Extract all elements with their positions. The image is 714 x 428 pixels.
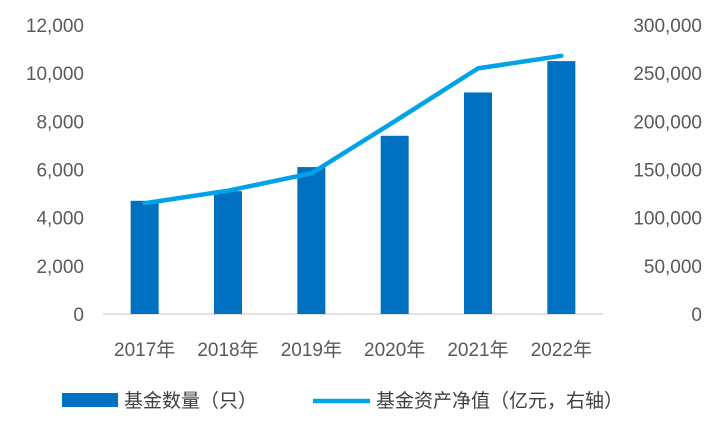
y-left-tick-label: 2,000	[36, 257, 84, 278]
y-right-tick-label: 200,000	[633, 112, 702, 133]
y-left-tick-label: 0	[73, 305, 84, 326]
y-left-tick-label: 12,000	[26, 16, 84, 37]
series-line	[145, 56, 562, 203]
x-tick-label: 2018年	[197, 339, 258, 361]
x-tick-label: 2020年	[364, 339, 425, 361]
bar	[547, 61, 575, 314]
legend-bar-label: 基金数量（只）	[124, 390, 257, 412]
y-left-tick-label: 6,000	[36, 161, 84, 182]
x-tick-label: 2019年	[281, 339, 342, 361]
x-tick-label: 2021年	[447, 339, 508, 361]
y-right-tick-label: 300,000	[633, 16, 702, 37]
legend-line-label: 基金资产净值（亿元，右轴）	[376, 390, 623, 412]
y-right-tick-label: 250,000	[633, 64, 702, 85]
legend: 基金数量（只） 基金资产净值（亿元，右轴）	[62, 390, 623, 412]
legend-bar-swatch	[62, 393, 118, 407]
axes-layer: 0 2,000 4,000 6,000 8,000 10,000 12,000 0 50,000…	[26, 16, 702, 361]
bars-layer	[131, 61, 576, 314]
y-left-tick-label: 10,000	[26, 64, 84, 85]
bar	[464, 92, 492, 314]
y-left-tick-label: 4,000	[36, 209, 84, 230]
bar	[297, 167, 325, 314]
bar	[131, 201, 159, 314]
y-right-tick-label: 100,000	[633, 209, 702, 230]
y-right-tick-label: 50,000	[644, 257, 702, 278]
y-left-tick-label: 8,000	[36, 112, 84, 133]
y-right-tick-label: 0	[691, 305, 702, 326]
x-tick-label: 2022年	[531, 339, 592, 361]
y-right-tick-label: 150,000	[633, 161, 702, 182]
line-layer	[145, 56, 562, 204]
bar	[214, 191, 242, 314]
x-tick-label: 2017年	[114, 339, 175, 361]
bar	[381, 136, 409, 314]
